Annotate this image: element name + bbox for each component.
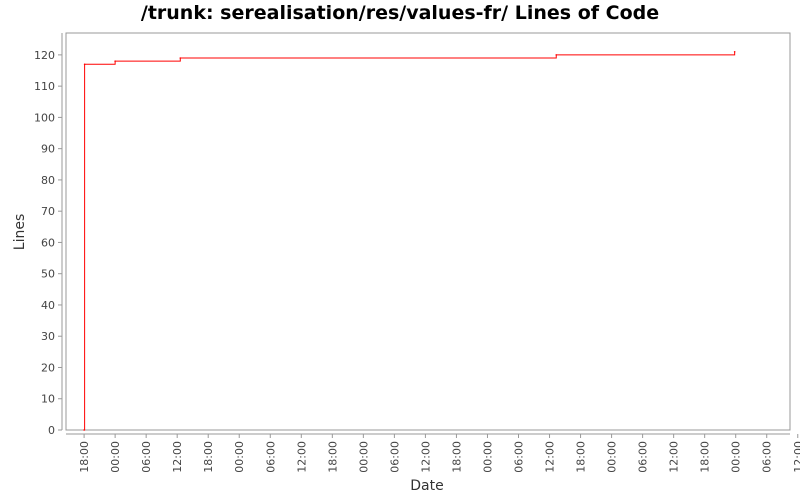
y-tick-label: 120 bbox=[34, 49, 55, 62]
y-tick-label: 10 bbox=[41, 393, 55, 406]
y-tick-label: 0 bbox=[48, 424, 55, 437]
data-point bbox=[114, 60, 116, 62]
chart-title: /trunk: serealisation/res/values-fr/ Lin… bbox=[140, 2, 660, 24]
data-point bbox=[179, 57, 182, 59]
x-tick-label: 00:00 bbox=[481, 441, 494, 473]
x-tick-label: 12:00 bbox=[668, 441, 681, 473]
y-tick-label: 30 bbox=[41, 330, 55, 343]
y-tick-label: 50 bbox=[41, 268, 55, 281]
x-axis: 18:00 00:00 06:00 12:00 18:00 00:00 06:00 12:00… bbox=[66, 433, 800, 473]
x-axis-label: Date bbox=[410, 478, 443, 494]
x-tick-label: 00:00 bbox=[109, 441, 122, 473]
y-axis: 0 10 20 30 40 50 60 70 80 90 100 110 120 bbox=[34, 33, 63, 437]
y-tick-label: 110 bbox=[34, 80, 55, 93]
x-tick-label: 00:00 bbox=[606, 441, 619, 473]
x-tick-label: 12:00 bbox=[171, 441, 184, 473]
data-point bbox=[83, 63, 86, 66]
y-tick-label: 40 bbox=[41, 299, 55, 312]
x-tick-label: 06:00 bbox=[637, 441, 650, 473]
x-tick-label: 00:00 bbox=[730, 441, 743, 473]
y-tick-label: 60 bbox=[41, 236, 55, 249]
y-axis-label: Lines bbox=[12, 214, 28, 250]
x-tick-label: 18:00 bbox=[202, 441, 215, 473]
x-tick-label: 12:00 bbox=[544, 441, 557, 473]
x-tick-label: 12:00 bbox=[419, 441, 432, 473]
x-tick-label: 18:00 bbox=[78, 441, 91, 473]
x-tick-label: 00:00 bbox=[233, 441, 246, 473]
x-tick-label: 06:00 bbox=[140, 441, 153, 473]
x-tick-label: 06:00 bbox=[388, 441, 401, 473]
x-tick-label: 06:00 bbox=[264, 441, 277, 473]
x-tick-label: 06:00 bbox=[513, 441, 526, 473]
y-tick-label: 70 bbox=[41, 205, 55, 218]
y-tick-label: 100 bbox=[34, 111, 55, 124]
x-tick-label: 18:00 bbox=[575, 441, 588, 473]
data-point bbox=[555, 54, 558, 56]
series-layer bbox=[83, 50, 736, 431]
x-tick-label: 18:00 bbox=[450, 441, 463, 473]
x-tick-label: 00:00 bbox=[357, 441, 370, 473]
x-tick-label: 06:00 bbox=[761, 441, 774, 473]
x-tick-label: 18:00 bbox=[699, 441, 712, 473]
y-tick-label: 20 bbox=[41, 361, 55, 374]
plot-area bbox=[65, 32, 791, 431]
x-tick-label: 18:00 bbox=[326, 441, 339, 473]
x-tick-label: 12:00 bbox=[792, 441, 800, 473]
x-tick-label: 12:00 bbox=[295, 441, 308, 473]
data-point bbox=[83, 429, 85, 431]
y-tick-label: 90 bbox=[41, 143, 55, 156]
y-tick-label: 80 bbox=[41, 174, 55, 187]
data-point bbox=[733, 50, 736, 53]
series-line-0 bbox=[84, 51, 736, 431]
